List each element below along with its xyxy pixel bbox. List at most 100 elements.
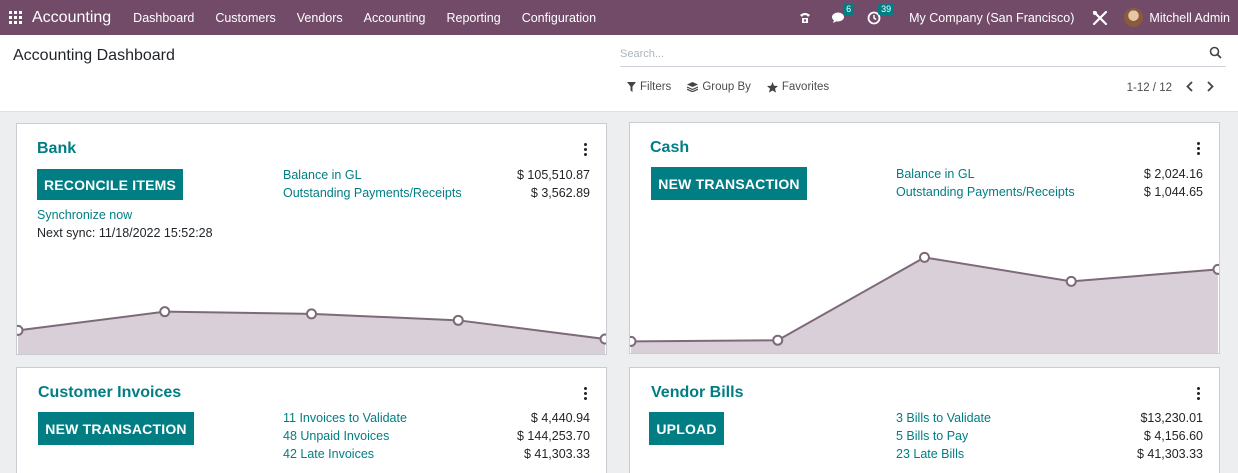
- invoices-new-transaction-button[interactable]: NEW TRANSACTION: [38, 412, 194, 445]
- cash-card-title[interactable]: Cash: [650, 139, 690, 156]
- apps-grid-icon[interactable]: [9, 11, 22, 24]
- cash-graph-point[interactable]: [772, 334, 784, 346]
- navbar-systray: 6 39 My Company (San Francisco) Mitchell…: [778, 0, 1230, 35]
- menu-reporting[interactable]: Reporting: [446, 10, 501, 25]
- bank-graph-point[interactable]: [452, 314, 464, 326]
- cash-journal-card: Cash NEW TRANSACTION Balance in GL $ 2,0…: [629, 122, 1220, 354]
- invoices-kebab-menu-icon[interactable]: [584, 387, 587, 402]
- stat-row: 5 Bills to Pay $ 4,156.60: [896, 427, 1203, 445]
- activities-icon[interactable]: 39: [867, 3, 895, 25]
- bank-stats: Balance in GL $ 105,510.87 Outstanding P…: [283, 166, 590, 202]
- bank-graph-point[interactable]: [306, 308, 317, 320]
- menu-accounting[interactable]: Accounting: [363, 10, 426, 25]
- cash-balance-graph: [630, 251, 1220, 353]
- stat-row: 23 Late Bills $ 41,303.33: [896, 445, 1203, 463]
- bank-graph-point[interactable]: [17, 324, 24, 336]
- bills-stats: 3 Bills to Validate $13,230.01 5 Bills t…: [896, 409, 1203, 463]
- search-icon[interactable]: [1209, 46, 1222, 64]
- stat-row: 11 Invoices to Validate $ 4,440.94: [283, 409, 590, 427]
- control-panel: Accounting Dashboard Filters Group By Fa…: [0, 35, 1238, 112]
- invoices-to-validate-link[interactable]: 11 Invoices to Validate: [283, 411, 407, 425]
- outstanding-payments-link[interactable]: Outstanding Payments/Receipts: [283, 186, 462, 200]
- stat-row: Balance in GL $ 105,510.87: [283, 166, 590, 184]
- late-invoices-link[interactable]: 42 Late Invoices: [283, 447, 375, 461]
- outstanding-payments-value: $ 1,044.65: [1143, 185, 1203, 199]
- user-menu[interactable]: Mitchell Admin: [1149, 10, 1230, 25]
- invoices-to-validate-value: $ 4,440.94: [530, 411, 590, 425]
- customer-invoices-title[interactable]: Customer Invoices: [38, 384, 182, 401]
- vendor-bills-card: Vendor Bills UPLOAD 3 Bills to Validate …: [629, 367, 1220, 473]
- favorites-button[interactable]: Favorites: [766, 81, 830, 93]
- menu-customers[interactable]: Customers: [215, 10, 276, 25]
- vendor-bills-title[interactable]: Vendor Bills: [651, 384, 744, 401]
- phone-icon[interactable]: [798, 11, 812, 25]
- stat-row: 42 Late Invoices $ 41,303.33: [283, 445, 590, 463]
- cash-graph-point[interactable]: [919, 251, 930, 263]
- bank-balance-graph: [17, 306, 607, 354]
- search-bar: [620, 43, 1226, 67]
- stat-row: 3 Bills to Validate $13,230.01: [896, 409, 1203, 427]
- filters-button[interactable]: Filters: [627, 81, 671, 93]
- activities-badge: 39: [878, 3, 895, 15]
- cash-graph-point[interactable]: [1065, 275, 1077, 287]
- balance-in-gl-link[interactable]: Balance in GL: [896, 167, 975, 181]
- balance-in-gl-value: $ 2,024.16: [1143, 167, 1203, 181]
- groupby-label: Group By: [702, 81, 751, 93]
- balance-in-gl-link[interactable]: Balance in GL: [283, 168, 362, 182]
- next-sync-text: Next sync: 11/18/2022 15:52:28: [37, 226, 213, 240]
- menu-dashboard[interactable]: Dashboard: [133, 10, 195, 25]
- app-title[interactable]: Accounting: [32, 8, 112, 26]
- synchronize-now-link[interactable]: Synchronize now: [37, 208, 133, 222]
- stat-row: Balance in GL $ 2,024.16: [896, 165, 1203, 183]
- filter-icon: [627, 82, 636, 92]
- chevron-right-icon[interactable]: [1207, 81, 1214, 95]
- upload-button[interactable]: UPLOAD: [649, 412, 724, 445]
- bills-to-validate-value: $13,230.01: [1140, 411, 1203, 425]
- top-navbar: Accounting Dashboard Customers Vendors A…: [0, 0, 1238, 35]
- unpaid-invoices-value: $ 144,253.70: [517, 429, 590, 443]
- search-options: Filters Group By Favorites: [627, 81, 845, 93]
- filters-label: Filters: [640, 81, 672, 93]
- cash-graph-point[interactable]: [630, 335, 637, 347]
- late-bills-value: $ 41,303.33: [1136, 447, 1203, 461]
- unpaid-invoices-link[interactable]: 48 Unpaid Invoices: [283, 429, 390, 443]
- menu-configuration[interactable]: Configuration: [521, 10, 597, 25]
- favorites-label: Favorites: [781, 81, 830, 93]
- late-invoices-value: $ 41,303.33: [523, 447, 590, 461]
- menu-vendors[interactable]: Vendors: [296, 10, 343, 25]
- page-title: Accounting Dashboard: [13, 47, 175, 64]
- pager-value[interactable]: 1-12 / 12: [1126, 82, 1172, 94]
- stat-row: 48 Unpaid Invoices $ 144,253.70: [283, 427, 590, 445]
- outstanding-payments-value: $ 3,562.89: [530, 186, 590, 200]
- bank-graph-point[interactable]: [159, 306, 171, 318]
- cash-new-transaction-button[interactable]: NEW TRANSACTION: [651, 167, 807, 200]
- bank-card-title[interactable]: Bank: [37, 140, 77, 157]
- company-switcher[interactable]: My Company (San Francisco): [909, 10, 1075, 25]
- pager: 1-12 / 12: [1127, 81, 1214, 95]
- bills-to-validate-link[interactable]: 3 Bills to Validate: [896, 411, 991, 425]
- messages-icon[interactable]: 6: [832, 4, 855, 24]
- cash-kebab-menu-icon[interactable]: [1197, 142, 1200, 157]
- groupby-button[interactable]: Group By: [687, 81, 751, 93]
- bank-graph-point[interactable]: [599, 333, 607, 345]
- outstanding-payments-link[interactable]: Outstanding Payments/Receipts: [896, 185, 1075, 199]
- chevron-left-icon[interactable]: [1186, 81, 1193, 95]
- balance-in-gl-value: $ 105,510.87: [517, 168, 590, 182]
- bills-kebab-menu-icon[interactable]: [1197, 387, 1200, 402]
- stat-row: Outstanding Payments/Receipts $ 1,044.65: [896, 183, 1203, 201]
- user-avatar[interactable]: [1124, 8, 1144, 27]
- cash-graph-point[interactable]: [1212, 263, 1220, 275]
- debug-tools-icon[interactable]: [1092, 10, 1108, 26]
- bills-to-pay-link[interactable]: 5 Bills to Pay: [896, 429, 969, 443]
- late-bills-link[interactable]: 23 Late Bills: [896, 447, 965, 461]
- reconcile-items-button[interactable]: RECONCILE ITEMS: [37, 169, 183, 200]
- stat-row: Outstanding Payments/Receipts $ 3,562.89: [283, 184, 590, 202]
- bank-journal-card: Bank RECONCILE ITEMS Synchronize now Nex…: [16, 123, 607, 355]
- messages-badge: 6: [843, 4, 855, 15]
- layers-icon: [687, 82, 699, 92]
- search-input[interactable]: [620, 43, 1200, 65]
- bank-kebab-menu-icon[interactable]: [584, 143, 587, 158]
- cash-stats: Balance in GL $ 2,024.16 Outstanding Pay…: [896, 165, 1203, 201]
- customer-invoices-card: Customer Invoices NEW TRANSACTION 11 Inv…: [16, 367, 607, 473]
- invoices-stats: 11 Invoices to Validate $ 4,440.94 48 Un…: [283, 409, 590, 463]
